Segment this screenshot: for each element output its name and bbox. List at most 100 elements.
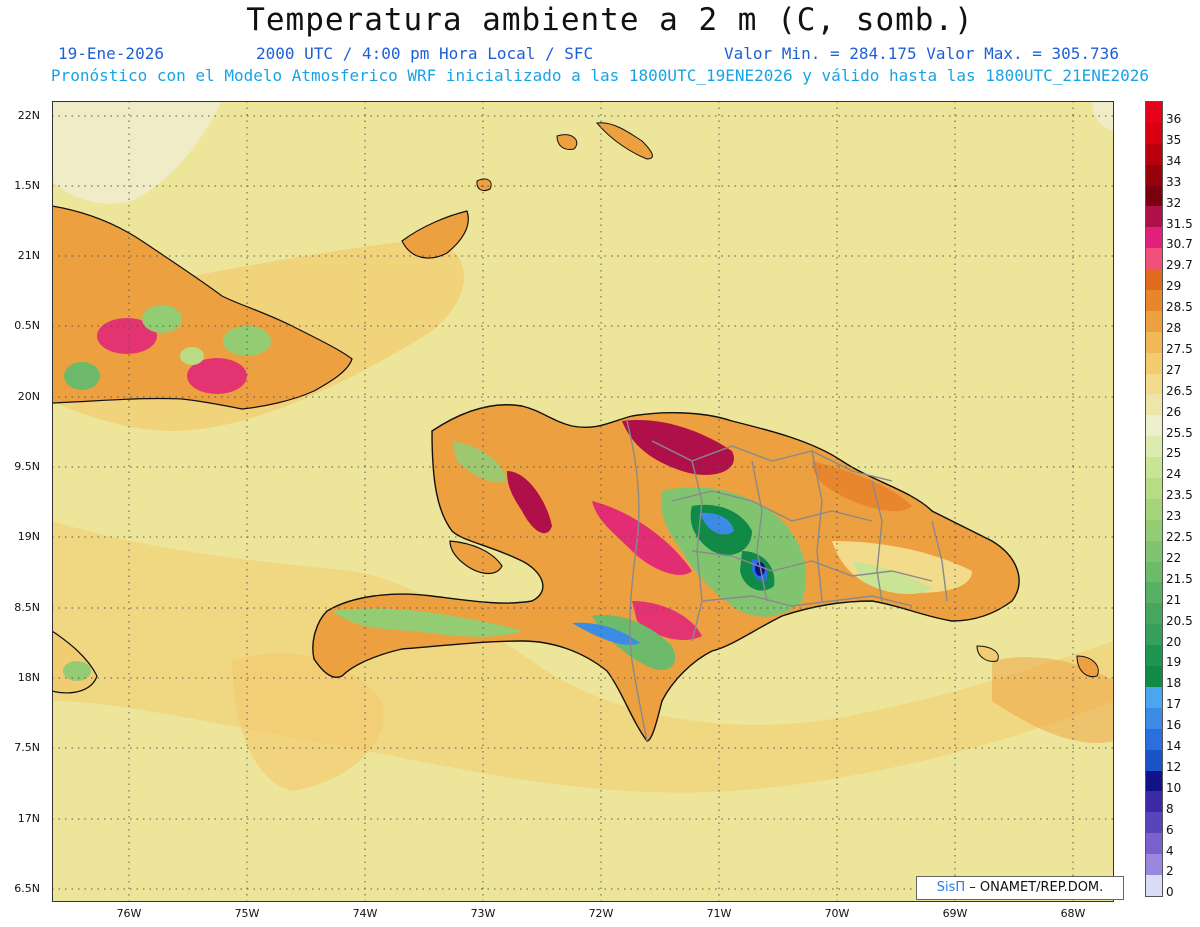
color-swatch	[1146, 373, 1162, 395]
color-scale-label: 19	[1166, 655, 1182, 670]
lat-label: 7.5N	[14, 741, 40, 754]
color-swatch	[1146, 143, 1162, 165]
color-swatch	[1146, 310, 1162, 332]
lon-label: 70W	[824, 907, 850, 920]
color-swatch	[1146, 791, 1162, 813]
map-frame	[52, 101, 1114, 902]
color-swatch	[1146, 394, 1162, 416]
color-swatch	[1146, 478, 1162, 499]
model-description: Pronóstico con el Modelo Atmosferico WRF…	[50, 66, 1150, 85]
color-scale-bar	[1145, 101, 1163, 897]
map-title: Temperatura ambiente a 2 m (C, somb.)	[246, 2, 974, 38]
lon-label: 73W	[470, 907, 496, 920]
color-scale-label: 27.5	[1166, 341, 1193, 356]
color-scale-label: 21.5	[1166, 571, 1193, 586]
lat-label: 18N	[17, 671, 40, 684]
color-swatch	[1146, 707, 1162, 729]
color-scale-label: 20.5	[1166, 613, 1193, 628]
color-scale-label: 2	[1166, 864, 1174, 879]
lat-label: 19N	[17, 530, 40, 543]
color-swatch	[1146, 498, 1162, 520]
color-swatch	[1146, 102, 1162, 123]
lat-label: 17N	[17, 812, 40, 825]
forecast-date: 19-Ene-2026	[58, 44, 164, 63]
lat-label: 21N	[17, 249, 40, 262]
color-scale-label: 21	[1166, 592, 1182, 607]
color-swatch	[1146, 269, 1162, 291]
color-scale-label: 17	[1166, 697, 1182, 712]
color-scale-label: 36	[1166, 112, 1182, 126]
color-scale-label: 20	[1166, 634, 1182, 649]
color-scale-label: 34	[1166, 153, 1182, 168]
credit-text: – ONAMET/REP.DOM.	[969, 880, 1104, 895]
color-scale-label: 26	[1166, 404, 1182, 419]
color-swatch	[1146, 728, 1162, 750]
temperature-map	[52, 101, 1114, 902]
cuba-landmass	[52, 205, 353, 410]
color-swatch	[1146, 666, 1162, 687]
color-scale-label: 33	[1166, 174, 1182, 189]
credit-box: SisΠ – ONAMET/REP.DOM.	[916, 876, 1124, 900]
color-scale-label: 31.5	[1166, 216, 1193, 231]
color-scale-label: 6	[1166, 822, 1174, 837]
lat-label: 8.5N	[14, 601, 40, 614]
color-scale-label: 25.5	[1166, 425, 1193, 440]
color-swatch	[1146, 624, 1162, 646]
color-swatch	[1146, 686, 1162, 708]
lon-label: 72W	[588, 907, 614, 920]
color-swatch	[1146, 248, 1162, 270]
color-scale-label: 8	[1166, 801, 1174, 816]
forecast-time: 2000 UTC / 4:00 pm Hora Local / SFC	[256, 44, 594, 63]
lon-label: 71W	[706, 907, 732, 920]
color-swatch	[1146, 645, 1162, 667]
value-range: Valor Min. = 284.175 Valor Max. = 305.73…	[724, 44, 1119, 63]
color-scale-label: 30.7	[1166, 237, 1193, 252]
color-scale-label: 24	[1166, 467, 1182, 482]
color-scale-label: 4	[1166, 843, 1174, 858]
color-scale-label: 22.5	[1166, 530, 1193, 544]
sispi-logo-text: SisΠ	[936, 880, 966, 895]
color-swatch	[1146, 164, 1162, 186]
color-swatch	[1146, 561, 1162, 583]
color-swatch	[1146, 457, 1162, 479]
color-scale-label: 35	[1166, 132, 1182, 147]
color-swatch	[1146, 415, 1162, 437]
lat-label: 0.5N	[14, 319, 40, 332]
color-swatch	[1146, 352, 1162, 374]
lon-label: 69W	[942, 907, 968, 920]
color-scale-label: 18	[1166, 676, 1182, 691]
province-borders	[626, 420, 948, 742]
lat-label: 20N	[17, 390, 40, 403]
color-swatch	[1146, 185, 1162, 207]
lon-label: 75W	[234, 907, 260, 920]
map-canvas	[52, 101, 1114, 902]
color-scale-label: 16	[1166, 718, 1182, 733]
color-swatch	[1146, 540, 1162, 562]
color-swatch	[1146, 854, 1162, 875]
color-swatch	[1146, 812, 1162, 834]
color-swatch	[1146, 519, 1162, 541]
color-scale-label: 22	[1166, 550, 1182, 565]
color-scale-label: 32	[1166, 195, 1182, 210]
color-swatch	[1146, 749, 1162, 771]
color-swatch	[1146, 331, 1162, 353]
color-scale-label: 14	[1166, 739, 1182, 753]
lon-label: 74W	[352, 907, 378, 920]
color-swatch	[1146, 603, 1162, 625]
color-scale-label: 28	[1166, 321, 1182, 335]
color-scale-label: 0	[1166, 885, 1174, 900]
cool-sea-area	[52, 101, 222, 204]
lat-label: 22N	[17, 109, 40, 122]
color-scale-label: 29	[1166, 279, 1182, 294]
color-scale-label: 25	[1166, 446, 1182, 461]
color-swatch	[1146, 122, 1162, 144]
color-swatch	[1146, 582, 1162, 604]
lon-label: 76W	[116, 907, 142, 920]
color-scale-label: 27	[1166, 362, 1182, 377]
color-scale-label: 26.5	[1166, 383, 1193, 398]
color-scale-label: 23.5	[1166, 488, 1193, 503]
great-inagua	[401, 210, 469, 259]
color-scale-label: 29.7	[1166, 258, 1193, 273]
color-scale-label: 10	[1166, 780, 1182, 795]
color-swatch	[1146, 833, 1162, 855]
